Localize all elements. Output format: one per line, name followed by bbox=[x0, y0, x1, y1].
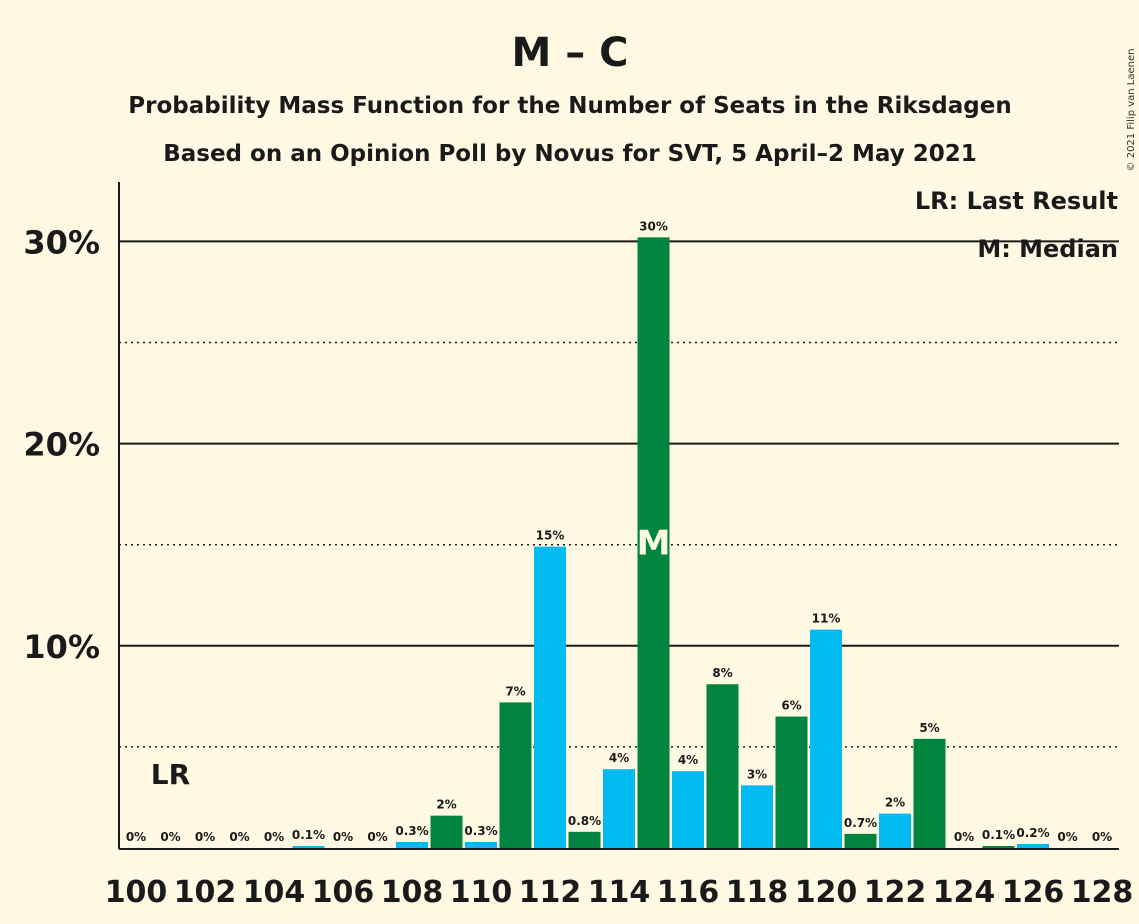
data-label: 0.8% bbox=[568, 814, 601, 828]
x-tick-label: 110 bbox=[450, 875, 513, 910]
bar-seat-115 bbox=[637, 237, 670, 848]
x-tick-label: 120 bbox=[795, 875, 858, 910]
data-label: 6% bbox=[781, 699, 801, 713]
data-label: 2% bbox=[885, 796, 905, 810]
median-marker: M bbox=[637, 524, 671, 564]
x-tick-label: 126 bbox=[1002, 875, 1065, 910]
data-label: 5% bbox=[919, 721, 939, 735]
data-label: 11% bbox=[812, 612, 841, 626]
bar-seat-123 bbox=[913, 738, 946, 848]
data-label: 3% bbox=[747, 767, 767, 781]
bar-seat-112 bbox=[534, 546, 566, 848]
bar-seat-119 bbox=[775, 716, 808, 848]
x-axis-ticks: 100 102 104 106 108 110 112 114 116 118 120 122 124 1… bbox=[105, 875, 1134, 910]
data-label: 8% bbox=[712, 666, 732, 680]
data-label: 0% bbox=[333, 830, 353, 844]
x-tick-label: 122 bbox=[864, 875, 927, 910]
legend-last-result: LR: Last Result bbox=[915, 187, 1118, 215]
bar-seat-126 bbox=[1017, 843, 1049, 848]
data-label: 7% bbox=[505, 684, 525, 698]
bar-seat-109 bbox=[430, 815, 463, 848]
bar-seat-122 bbox=[879, 813, 911, 848]
chart-subtitle-2: Based on an Opinion Poll by Novus for SV… bbox=[163, 141, 977, 167]
data-label: 0% bbox=[264, 830, 284, 844]
bar-seat-113 bbox=[568, 831, 601, 848]
data-label: 0% bbox=[126, 830, 146, 844]
bar-seat-110 bbox=[465, 841, 497, 848]
bar-seat-114 bbox=[603, 769, 635, 848]
data-label: 15% bbox=[536, 529, 565, 543]
data-labels: 0% 0% 0% 0% 0% 0.1% 0% 0% 0.3% 2% 0.3% 7% 15% 0.8% 4% 3… bbox=[126, 219, 1112, 844]
x-tick-label: 118 bbox=[726, 875, 789, 910]
bar-seat-105 bbox=[292, 845, 325, 848]
bars bbox=[292, 237, 1049, 848]
bar-seat-120 bbox=[810, 629, 842, 848]
y-tick-label: 20% bbox=[23, 426, 100, 464]
data-label: 0.1% bbox=[982, 828, 1015, 842]
bar-seat-125 bbox=[982, 845, 1015, 848]
x-tick-label: 100 bbox=[105, 875, 168, 910]
y-axis-ticks: 10% 20% 30% bbox=[23, 223, 100, 665]
x-tick-label: 112 bbox=[519, 875, 582, 910]
bar-seat-121 bbox=[844, 833, 877, 848]
data-label: 0% bbox=[367, 830, 387, 844]
x-tick-label: 124 bbox=[933, 875, 996, 910]
data-label: 0.3% bbox=[464, 824, 497, 838]
bar-seat-116 bbox=[672, 771, 704, 848]
data-label: 4% bbox=[609, 751, 629, 765]
x-tick-label: 128 bbox=[1071, 875, 1134, 910]
y-tick-label: 10% bbox=[23, 628, 100, 666]
chart-subtitle-1: Probability Mass Function for the Number… bbox=[128, 93, 1011, 119]
data-label: 0.1% bbox=[292, 828, 325, 842]
x-tick-label: 102 bbox=[174, 875, 237, 910]
data-label: 2% bbox=[436, 798, 456, 812]
x-tick-label: 114 bbox=[588, 875, 651, 910]
x-tick-label: 116 bbox=[657, 875, 720, 910]
bar-seat-111 bbox=[499, 702, 532, 848]
data-label: 30% bbox=[639, 219, 668, 233]
x-tick-label: 106 bbox=[312, 875, 375, 910]
data-label: 0.7% bbox=[844, 816, 877, 830]
bar-seat-117 bbox=[706, 684, 739, 848]
data-label: 0% bbox=[1057, 830, 1077, 844]
gridlines bbox=[119, 240, 1119, 748]
copyright-note: © 2021 Filip van Laenen bbox=[1126, 49, 1137, 172]
legend-median: M: Median bbox=[977, 235, 1118, 263]
data-label: 4% bbox=[678, 753, 698, 767]
x-tick-label: 104 bbox=[243, 875, 306, 910]
data-label: 0% bbox=[160, 830, 180, 844]
bar-seat-118 bbox=[741, 785, 773, 848]
data-label: 0.3% bbox=[395, 824, 428, 838]
chart-title: M – C bbox=[511, 30, 628, 76]
data-label: 0.2% bbox=[1016, 826, 1049, 840]
data-label: 0% bbox=[954, 830, 974, 844]
y-tick-label: 30% bbox=[23, 223, 100, 261]
bar-seat-108 bbox=[396, 841, 428, 848]
data-label: 0% bbox=[229, 830, 249, 844]
data-label: 0% bbox=[195, 830, 215, 844]
data-label: 0% bbox=[1092, 830, 1112, 844]
x-tick-label: 108 bbox=[381, 875, 444, 910]
last-result-marker: LR bbox=[151, 758, 190, 791]
